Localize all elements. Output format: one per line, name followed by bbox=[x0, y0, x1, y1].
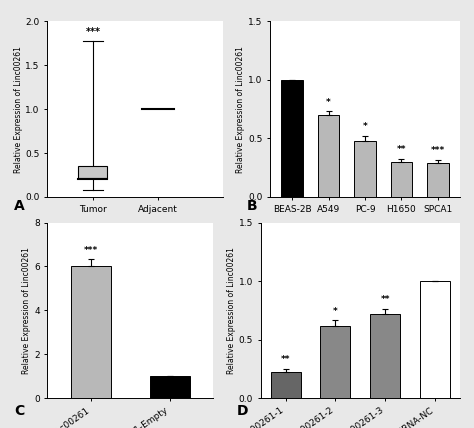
Bar bbox=[320, 326, 350, 398]
Bar bbox=[71, 266, 110, 398]
Text: **: ** bbox=[397, 145, 406, 154]
Bar bbox=[420, 281, 450, 398]
Text: B: B bbox=[246, 199, 257, 213]
Y-axis label: Relative Expression of Linc00261: Relative Expression of Linc00261 bbox=[237, 46, 246, 172]
Bar bbox=[318, 115, 339, 197]
Bar bbox=[78, 166, 108, 178]
Bar bbox=[281, 80, 303, 197]
Bar bbox=[370, 314, 400, 398]
Text: **: ** bbox=[380, 295, 390, 304]
Bar bbox=[271, 372, 301, 398]
Bar bbox=[354, 141, 376, 197]
Y-axis label: Relative Expression of Linc00261: Relative Expression of Linc00261 bbox=[14, 46, 23, 172]
Text: C: C bbox=[14, 404, 25, 418]
Y-axis label: Relative Expression of Linc00261: Relative Expression of Linc00261 bbox=[227, 247, 236, 374]
Text: A: A bbox=[14, 199, 25, 213]
Text: ***: *** bbox=[431, 146, 445, 155]
Y-axis label: Relative Expression of Linc00261: Relative Expression of Linc00261 bbox=[22, 247, 31, 374]
Bar bbox=[427, 163, 449, 197]
Bar bbox=[150, 376, 190, 398]
Text: *: * bbox=[333, 306, 338, 315]
Bar bbox=[391, 162, 412, 197]
Text: *: * bbox=[363, 122, 367, 131]
Text: *: * bbox=[326, 98, 331, 107]
Text: **: ** bbox=[281, 355, 291, 364]
Text: ***: *** bbox=[85, 27, 100, 37]
Text: ***: *** bbox=[84, 247, 98, 256]
Text: D: D bbox=[237, 404, 248, 418]
